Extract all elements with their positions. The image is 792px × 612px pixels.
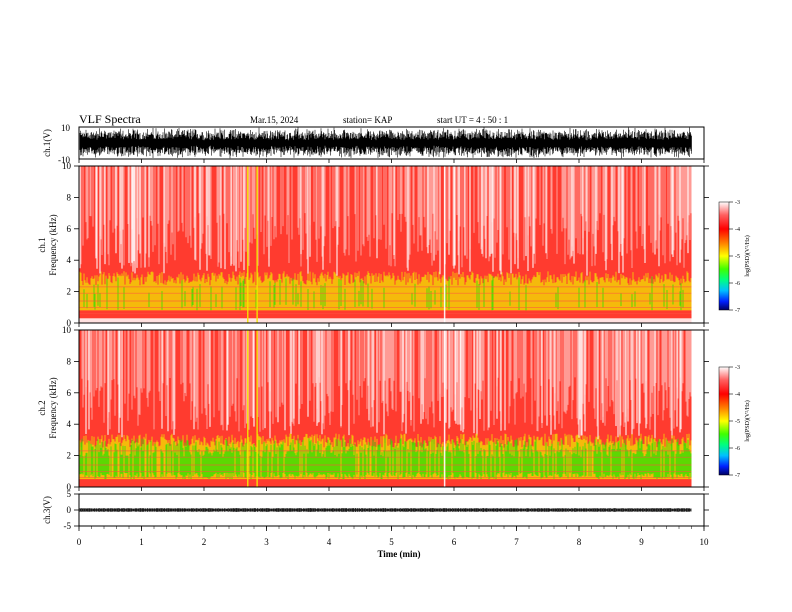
xtick-label-6: 6 bbox=[452, 537, 457, 547]
ch2-colorbar-gradient bbox=[718, 366, 730, 476]
xtick-label-9: 9 bbox=[639, 537, 644, 547]
w3-ytick-label-1: 0 bbox=[67, 505, 72, 515]
spec1-gaps bbox=[79, 166, 689, 276]
xtick-label-5: 5 bbox=[389, 537, 394, 547]
spec1-green-band bbox=[83, 276, 684, 311]
s2-ytick-label-5: 10 bbox=[62, 325, 72, 335]
s1-ytick-label-4: 8 bbox=[67, 192, 72, 202]
cb2-tick-label-4: -7 bbox=[735, 473, 740, 479]
ch1-waveform-panel: 10 -10 ch.1(V) bbox=[42, 123, 705, 165]
s2-ytick-label-4: 8 bbox=[67, 356, 72, 366]
cb1-tick-label-3: -6 bbox=[735, 281, 740, 287]
station-label: station= KAP bbox=[343, 115, 392, 125]
xtick-label-10: 10 bbox=[700, 537, 710, 547]
spec1-low-gap bbox=[79, 318, 692, 323]
spec1-no-data bbox=[691, 166, 704, 323]
spec2-light-streaks bbox=[81, 330, 692, 432]
cb2-tick-label-0: -3 bbox=[735, 365, 740, 371]
ch1-ytick-top: 10 bbox=[61, 123, 71, 133]
ch1-waveform-ylabel: ch.1(V) bbox=[42, 129, 52, 157]
s1-ytick-label-5: 10 bbox=[62, 161, 72, 171]
spec2-gaps bbox=[85, 330, 682, 440]
ch2-spectrogram-panel: 0 2 4 6 8 10 ch.2 Frequency (kHz) bbox=[37, 325, 709, 492]
s1-ytick-label-0: 0 bbox=[67, 318, 72, 328]
ch1-colorbar-label: log(PSD)(V²/Hz) bbox=[744, 235, 751, 276]
s2-ytick-label-0: 0 bbox=[67, 482, 72, 492]
cb1-tick-label-2: -5 bbox=[735, 254, 740, 260]
s2-ytick-label-3: 6 bbox=[67, 388, 72, 398]
x-axis-label: Time (min) bbox=[377, 549, 420, 559]
ch2-spectrogram-image bbox=[79, 330, 704, 487]
cb2-tick-label-3: -6 bbox=[735, 446, 740, 452]
xtick-label-4: 4 bbox=[327, 537, 332, 547]
figure-title: VLF Spectra bbox=[79, 112, 141, 126]
ch1-ytick-bottom: -10 bbox=[58, 155, 70, 165]
w3-ytick-label-0: 5 bbox=[67, 489, 72, 499]
xtick-label-7: 7 bbox=[514, 537, 519, 547]
ch2-colorbar: -3 -4 -5 -6 -7 log(PSD)(V²/Hz) bbox=[718, 365, 751, 479]
ch1-spectrogram-image bbox=[79, 166, 704, 323]
ch2-spectrogram-ylabel-line1: ch.2 bbox=[37, 400, 47, 415]
ch1-spectrogram-panel: 0 2 4 6 8 10 ch.1 Frequency (kHz) bbox=[37, 161, 709, 328]
cb1-tick-label-0: -3 bbox=[735, 200, 740, 206]
start-time-label: start UT = 4 : 50 : 1 bbox=[437, 115, 508, 125]
ch1-colorbar: -3 -4 -5 -6 -7 log(PSD)(V²/Hz) bbox=[718, 200, 751, 314]
s2-ytick-label-1: 2 bbox=[67, 451, 72, 461]
xtick-label-3: 3 bbox=[264, 537, 269, 547]
ch3-waveform-trace bbox=[79, 508, 692, 512]
s1-ytick-label-3: 6 bbox=[67, 224, 72, 234]
s1-ytick-label-2: 4 bbox=[67, 255, 72, 265]
ch1-waveform-trace bbox=[79, 127, 692, 159]
xtick-label-1: 1 bbox=[139, 537, 144, 547]
spec2-no-data bbox=[691, 330, 704, 487]
xtick-label-8: 8 bbox=[577, 537, 582, 547]
cb1-tick-label-1: -4 bbox=[735, 227, 740, 233]
ch3-waveform-panel: 5 0 -5 ch.3(V) bbox=[42, 489, 709, 531]
ch2-colorbar-label: log(PSD)(V²/Hz) bbox=[744, 400, 751, 441]
ch1-colorbar-gradient bbox=[718, 201, 730, 311]
cb1-tick-label-4: -7 bbox=[735, 308, 740, 314]
ch2-spectrogram-ylabel-line2: Frequency (kHz) bbox=[48, 377, 58, 438]
xtick-label-2: 2 bbox=[202, 537, 207, 547]
s2-ytick-label-2: 4 bbox=[67, 419, 72, 429]
w3-ytick-label-2: -5 bbox=[64, 521, 72, 531]
ch1-spectrogram-ylabel-line2: Frequency (kHz) bbox=[48, 214, 58, 275]
s1-ytick-label-1: 2 bbox=[67, 287, 72, 297]
cb2-tick-label-1: -4 bbox=[735, 392, 740, 398]
cb2-tick-label-2: -5 bbox=[735, 419, 740, 425]
ch3-waveform-ylabel: ch.3(V) bbox=[42, 496, 52, 524]
xtick-label-0: 0 bbox=[77, 537, 82, 547]
time-axis: 0 1 2 3 4 5 6 7 8 9 10 bbox=[77, 159, 709, 547]
ch1-spectrogram-ylabel-line1: ch.1 bbox=[37, 237, 47, 252]
date-label: Mar.15, 2024 bbox=[250, 115, 299, 125]
